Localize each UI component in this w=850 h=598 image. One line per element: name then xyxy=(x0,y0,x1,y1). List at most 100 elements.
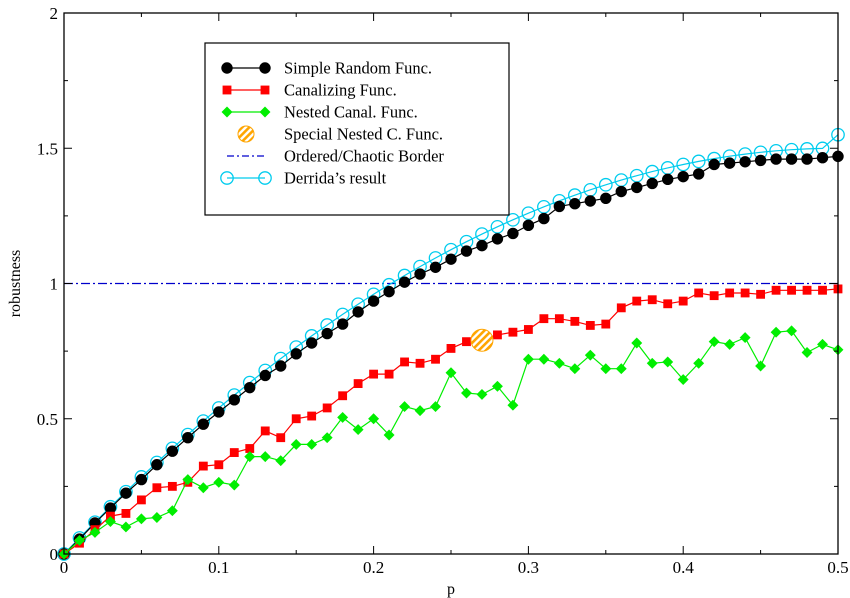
data-point xyxy=(244,381,256,394)
data-point xyxy=(676,157,691,172)
data-point xyxy=(166,445,179,457)
data-point xyxy=(445,367,457,379)
x-tick-label: 0.1 xyxy=(208,558,229,577)
data-point xyxy=(367,295,380,307)
data-point xyxy=(585,321,595,330)
data-point xyxy=(786,325,798,337)
data-point xyxy=(352,424,364,436)
data-point xyxy=(569,198,581,210)
data-point xyxy=(307,411,317,421)
data-point xyxy=(678,296,688,306)
data-point xyxy=(818,285,827,295)
data-point xyxy=(508,327,518,337)
data-point xyxy=(305,337,318,349)
legend-entry: Derrida’s result xyxy=(220,169,387,188)
series-line xyxy=(63,330,839,555)
data-point xyxy=(491,233,504,245)
data-point xyxy=(383,285,395,298)
data-point xyxy=(647,295,657,305)
data-point xyxy=(151,512,163,523)
data-point xyxy=(336,318,349,330)
data-point xyxy=(228,479,240,491)
data-point xyxy=(538,353,550,365)
legend-entry: Special Nested C. Func. xyxy=(237,125,443,144)
data-point xyxy=(275,360,287,372)
data-point xyxy=(801,153,813,165)
data-point xyxy=(276,433,286,443)
data-point xyxy=(446,344,456,353)
legend-entry: Nested Canal. Func. xyxy=(221,103,418,122)
data-point xyxy=(598,177,613,192)
data-point xyxy=(694,288,704,298)
data-point xyxy=(476,239,488,252)
data-point xyxy=(646,177,658,190)
data-point xyxy=(290,348,302,360)
data-point xyxy=(631,337,643,349)
legend-entry: Ordered/Chaotic Border xyxy=(227,147,444,166)
data-point xyxy=(120,487,132,499)
legend-label: Special Nested C. Func. xyxy=(284,125,443,144)
data-point xyxy=(228,394,240,406)
legend-label: Derrida’s result xyxy=(284,169,387,188)
data-point xyxy=(724,338,736,350)
data-point xyxy=(400,357,409,367)
data-point xyxy=(600,192,612,204)
legend: Simple Random Func. Canalizing Func. Neste… xyxy=(204,42,510,216)
data-point xyxy=(260,426,270,436)
data-point xyxy=(430,401,441,413)
x-tick-label: 0.5 xyxy=(827,558,848,577)
legend-marker xyxy=(260,85,270,95)
series-canalizing-func xyxy=(59,284,843,559)
data-point xyxy=(244,451,256,463)
data-point xyxy=(445,253,457,265)
x-tick-label: 0.3 xyxy=(518,558,539,577)
data-point xyxy=(584,349,596,361)
data-point xyxy=(414,268,426,280)
data-point xyxy=(521,206,536,221)
x-tick-label: 0.2 xyxy=(363,558,384,577)
data-point xyxy=(725,288,735,298)
legend-label: Nested Canal. Func. xyxy=(284,103,418,122)
data-point xyxy=(739,156,751,168)
data-point xyxy=(476,388,488,400)
data-point xyxy=(601,319,611,329)
data-point xyxy=(197,482,209,494)
data-point xyxy=(632,296,642,306)
data-point xyxy=(616,303,626,313)
data-point xyxy=(739,332,751,344)
data-point xyxy=(507,227,519,240)
data-point xyxy=(104,516,116,527)
legend-label: Canalizing Func. xyxy=(284,81,397,100)
data-point xyxy=(151,459,163,471)
data-point xyxy=(462,337,471,347)
data-point xyxy=(383,429,395,441)
data-point xyxy=(198,461,208,471)
data-point xyxy=(120,521,132,533)
data-point xyxy=(615,363,627,375)
data-point xyxy=(245,444,255,453)
data-point xyxy=(691,154,706,169)
data-point xyxy=(570,316,580,326)
data-point xyxy=(538,212,550,225)
legend-marker xyxy=(259,62,271,74)
data-point xyxy=(182,474,194,486)
data-point xyxy=(787,285,796,295)
legend-marker xyxy=(221,62,233,74)
data-point xyxy=(322,403,332,413)
data-point xyxy=(802,285,812,295)
y-axis-label: robustness xyxy=(7,250,24,318)
data-point xyxy=(600,363,612,375)
data-point xyxy=(493,330,502,340)
data-point xyxy=(522,353,534,365)
data-point xyxy=(213,476,225,488)
data-point xyxy=(709,291,719,301)
data-point xyxy=(275,455,287,467)
data-point xyxy=(414,405,426,417)
x-tick-label: 0 xyxy=(60,558,69,577)
data-point xyxy=(801,347,813,358)
y-tick-label: 0.5 xyxy=(37,410,58,429)
data-point xyxy=(259,369,271,382)
x-axis-label: p xyxy=(447,581,455,598)
legend-label: Ordered/Chaotic Border xyxy=(284,147,444,166)
